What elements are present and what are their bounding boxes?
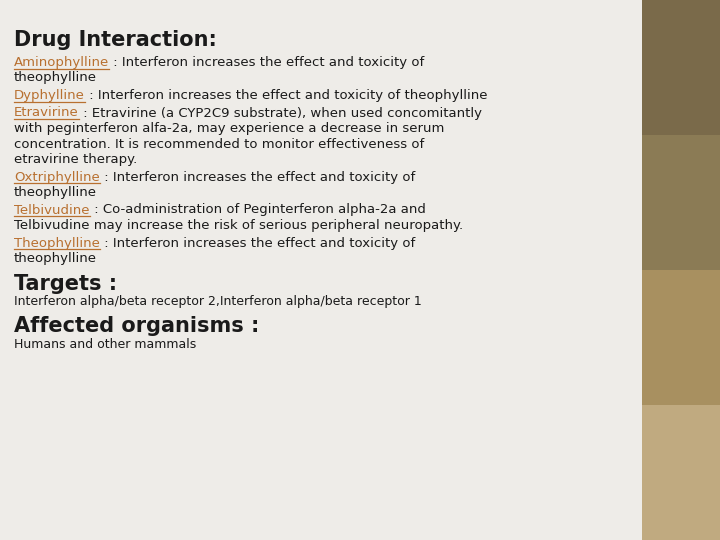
Text: etravirine therapy.: etravirine therapy. [14, 153, 138, 166]
Text: : Interferon increases the effect and toxicity of theophylline: : Interferon increases the effect and to… [85, 89, 487, 102]
Text: Telbivudine: Telbivudine [14, 204, 89, 217]
Bar [642, 405, 720, 540]
Text: : Interferon increases the effect and toxicity of: : Interferon increases the effect and to… [109, 56, 425, 69]
Text: Affected organisms :: Affected organisms : [14, 315, 259, 335]
Text: Drug Interaction:: Drug Interaction: [14, 30, 217, 50]
Text: Interferon alpha/beta receptor 2,Interferon alpha/beta receptor 1: Interferon alpha/beta receptor 2,Interfe… [14, 295, 422, 308]
Text: Etravirine: Etravirine [14, 106, 78, 119]
Bar [642, 270, 720, 405]
Bar [642, 0, 720, 135]
Text: theophylline: theophylline [14, 186, 97, 199]
Text: Targets :: Targets : [14, 273, 117, 294]
Text: theophylline: theophylline [14, 252, 97, 265]
Text: concentration. It is recommended to monitor effectiveness of: concentration. It is recommended to moni… [14, 138, 424, 151]
Bar [642, 135, 720, 270]
Text: with peginterferon alfa-2a, may experience a decrease in serum: with peginterferon alfa-2a, may experien… [14, 122, 444, 135]
Text: Aminophylline: Aminophylline [14, 56, 109, 69]
Text: Telbivudine may increase the risk of serious peripheral neuropathy.: Telbivudine may increase the risk of ser… [14, 219, 463, 232]
Text: Humans and other mammals: Humans and other mammals [14, 338, 197, 350]
Text: : Co-administration of Peginterferon alpha-2a and: : Co-administration of Peginterferon alp… [89, 204, 426, 217]
Text: : Etravirine (a CYP2C9 substrate), when used concomitantly: : Etravirine (a CYP2C9 substrate), when … [78, 106, 482, 119]
Text: Dyphylline: Dyphylline [14, 89, 85, 102]
Text: Oxtriphylline: Oxtriphylline [14, 171, 100, 184]
Text: Theophylline: Theophylline [14, 237, 100, 249]
Text: : Interferon increases the effect and toxicity of: : Interferon increases the effect and to… [100, 237, 415, 249]
Text: : Interferon increases the effect and toxicity of: : Interferon increases the effect and to… [100, 171, 415, 184]
Text: theophylline: theophylline [14, 71, 97, 84]
